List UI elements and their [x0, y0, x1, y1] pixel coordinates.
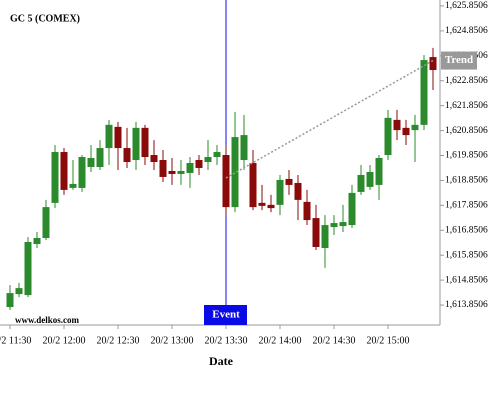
- candle-body: [114, 126, 122, 149]
- candle-body: [69, 183, 77, 188]
- candle-body: [366, 171, 374, 187]
- x-tick-label: 20/2 11:30: [0, 335, 31, 346]
- candle-body: [213, 152, 221, 158]
- candle-body: [384, 117, 392, 156]
- candle-body: [267, 204, 275, 209]
- x-tick-label: 20/2 12:30: [96, 335, 139, 346]
- candle-body: [321, 225, 329, 248]
- candle-body: [348, 192, 356, 226]
- x-tick-label: 20/2 13:30: [204, 335, 247, 346]
- candle-body: [33, 238, 41, 244]
- x-tick-label: 20/2 12:00: [42, 335, 85, 346]
- candle-body: [195, 160, 203, 168]
- candle-body: [420, 60, 428, 125]
- candle-body: [294, 182, 302, 200]
- candle-body: [141, 127, 149, 158]
- candle-body: [330, 223, 338, 228]
- y-tick-label: 1,614.8506: [445, 275, 488, 285]
- candle-body: [303, 201, 311, 221]
- candle-body: [312, 218, 320, 247]
- candle-body: [60, 152, 68, 190]
- x-tick-label: 20/2 14:00: [258, 335, 301, 346]
- candle-body: [285, 178, 293, 185]
- x-tick-label: 20/2 13:00: [150, 335, 193, 346]
- candle-body: [276, 179, 284, 205]
- y-tick-label: 1,616.8506: [445, 225, 488, 235]
- y-tick-label: 1,618.8506: [445, 176, 488, 186]
- x-axis-label: Date: [209, 354, 234, 368]
- candle-body: [150, 155, 158, 163]
- chart-title: GC 5 (COMEX): [10, 13, 80, 24]
- candle-body: [339, 222, 347, 227]
- candle-body: [24, 242, 32, 296]
- candle-body: [429, 57, 437, 71]
- candle-body: [402, 127, 410, 136]
- candle-body: [6, 293, 14, 308]
- candle-body: [204, 157, 212, 163]
- candle-body: [375, 158, 383, 185]
- candle-body: [258, 202, 266, 206]
- candle-body: [78, 157, 86, 188]
- candle-body: [123, 148, 131, 163]
- x-tick-label: 20/2 15:00: [366, 335, 409, 346]
- candle-body: [177, 170, 185, 174]
- y-tick-label: 1,620.8506: [445, 126, 488, 136]
- candle-body: [240, 135, 248, 161]
- candle-body: [186, 162, 194, 173]
- y-tick-label: 1,621.8506: [445, 101, 488, 111]
- y-tick-label: 1,622.8506: [445, 76, 488, 86]
- candle-body: [51, 152, 59, 203]
- candle-body: [132, 127, 140, 161]
- trend-label-box: [441, 51, 477, 70]
- candle-body: [231, 137, 239, 208]
- candle-body: [249, 162, 257, 208]
- candle-body: [105, 124, 113, 149]
- candle-body: [168, 170, 176, 174]
- candle-body: [393, 119, 401, 131]
- y-tick-label: 1,624.8506: [445, 26, 488, 36]
- watermark: www.delkos.com: [15, 315, 80, 325]
- candle-body: [357, 174, 365, 192]
- event-label-box: [204, 305, 247, 325]
- y-tick-label: 1,619.8506: [445, 151, 488, 161]
- y-tick-label: 1,617.8506: [445, 201, 488, 211]
- candle-body: [96, 148, 104, 167]
- trend-label: Trend: [445, 54, 473, 66]
- y-tick-label: 1,615.8506: [445, 250, 488, 260]
- x-tick-label: 20/2 14:30: [312, 335, 355, 346]
- candle-body: [87, 158, 95, 167]
- y-tick-label: 1,625.8506: [445, 1, 488, 11]
- candle-body: [222, 155, 230, 208]
- candle-body: [159, 160, 167, 177]
- candle-body: [15, 288, 23, 295]
- event-label: Event: [212, 309, 240, 321]
- candle-body: [42, 207, 50, 239]
- y-tick-label: 1,613.8506: [445, 300, 488, 310]
- candle-body: [411, 124, 419, 131]
